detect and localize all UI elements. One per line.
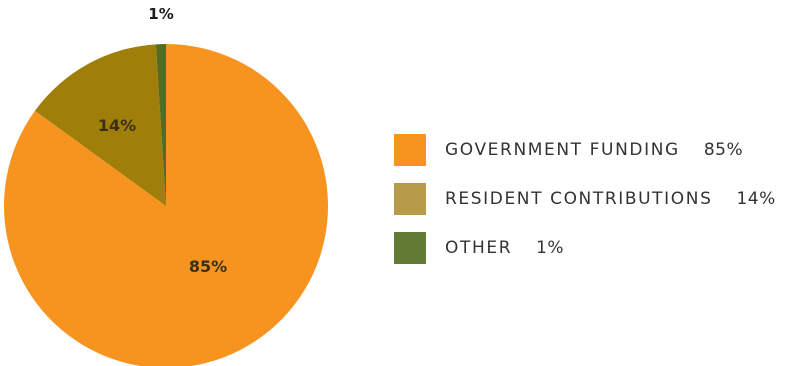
legend-label: RESIDENT CONTRIBUTIONS — [445, 189, 713, 209]
legend-value: 14% — [736, 189, 776, 209]
legend-item-other: OTHER 1% — [394, 232, 805, 264]
legend-label: OTHER — [445, 238, 513, 258]
legend-swatch-resident-contributions — [394, 183, 426, 215]
legend-item-resident-contributions: RESIDENT CONTRIBUTIONS 14% — [394, 183, 805, 215]
legend-label: GOVERNMENT FUNDING — [445, 140, 680, 160]
legend-swatch-other — [394, 232, 426, 264]
legend-value: 1% — [536, 238, 565, 258]
pie-slice-government-funding — [4, 44, 328, 366]
chart-legend: GOVERNMENT FUNDING 85% RESIDENT CONTRIBU… — [394, 134, 805, 281]
slice-label-government-funding: 85% — [189, 257, 227, 276]
pie-slice-resident-contributions — [34, 44, 166, 206]
legend-item-government-funding: GOVERNMENT FUNDING 85% — [394, 134, 805, 166]
slice-label-resident-contributions: 14% — [98, 116, 136, 135]
pie-slice-other — [155, 44, 166, 206]
legend-value: 85% — [703, 140, 744, 160]
slice-label-other: 1% — [148, 5, 173, 23]
legend-swatch-government-funding — [394, 134, 426, 166]
